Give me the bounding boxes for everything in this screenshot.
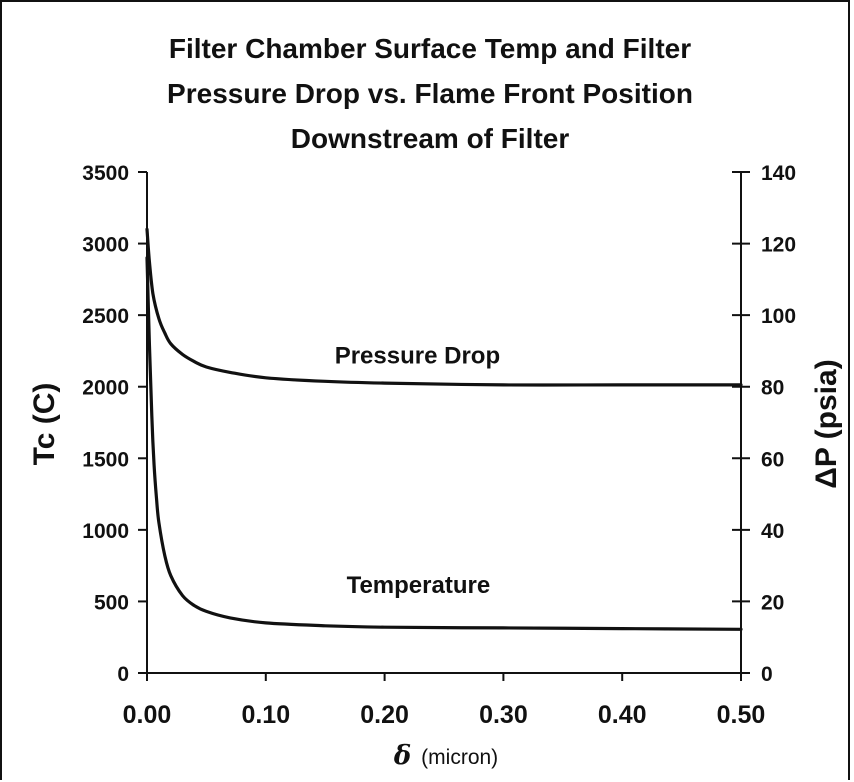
- y-tick-label: 0: [117, 663, 129, 686]
- y2-tick-label: 140: [761, 162, 796, 185]
- chart-title: Filter Chamber Surface Temp and Filter P…: [167, 33, 693, 154]
- temperature-line: [145, 256, 743, 631]
- title-line-2: Pressure Drop vs. Flame Front Position: [167, 78, 693, 109]
- pressure-drop-line: [145, 227, 743, 387]
- y2-tick-label: 0: [761, 663, 773, 686]
- y-tick-label: 1500: [82, 448, 129, 471]
- x-tick-label: 0.50: [717, 701, 766, 729]
- pressure-drop-label: Pressure Drop: [335, 342, 500, 369]
- y-tick-label: 2000: [82, 377, 129, 400]
- y-tick-label: 1000: [82, 520, 129, 543]
- y2-tick-label: 80: [761, 377, 784, 400]
- y-tick-label: 3500: [82, 162, 129, 185]
- x-tick-label: 0.10: [241, 701, 290, 729]
- x-axis-label-symbol: δ: [393, 741, 411, 771]
- title-line-1: Filter Chamber Surface Temp and Filter: [169, 33, 691, 64]
- data-curves: [145, 227, 743, 631]
- y-axis-label-left: Tc (C): [28, 383, 61, 466]
- y2-tick-label: 60: [761, 448, 784, 471]
- x-tick-label: 0.20: [360, 701, 409, 729]
- x-tick-label: 0.00: [123, 701, 172, 729]
- y2-tick-label: 40: [761, 520, 784, 543]
- x-axis-label: δ (micron): [393, 741, 498, 771]
- tick-labels: 0 500 1000 1500 2000 2500 3000 3500 0 20 40 60 80 100…: [82, 162, 796, 729]
- y2-tick-label: 100: [761, 305, 796, 328]
- x-tick-label: 0.40: [598, 701, 647, 729]
- x-axis-label-unit: (micron): [421, 746, 498, 769]
- y2-tick-label: 120: [761, 234, 796, 257]
- y-tick-label: 500: [94, 591, 129, 614]
- y-axis-label-right: ΔP (psia): [810, 359, 843, 488]
- axes: [138, 171, 750, 681]
- y-tick-label: 2500: [82, 305, 129, 328]
- temperature-label: Temperature: [347, 572, 491, 599]
- y2-tick-label: 20: [761, 591, 784, 614]
- y-tick-label: 3000: [82, 234, 129, 257]
- annotations: Pressure Drop Temperature: [335, 342, 500, 598]
- title-line-3: Downstream of Filter: [291, 123, 570, 154]
- x-tick-label: 0.30: [479, 701, 528, 729]
